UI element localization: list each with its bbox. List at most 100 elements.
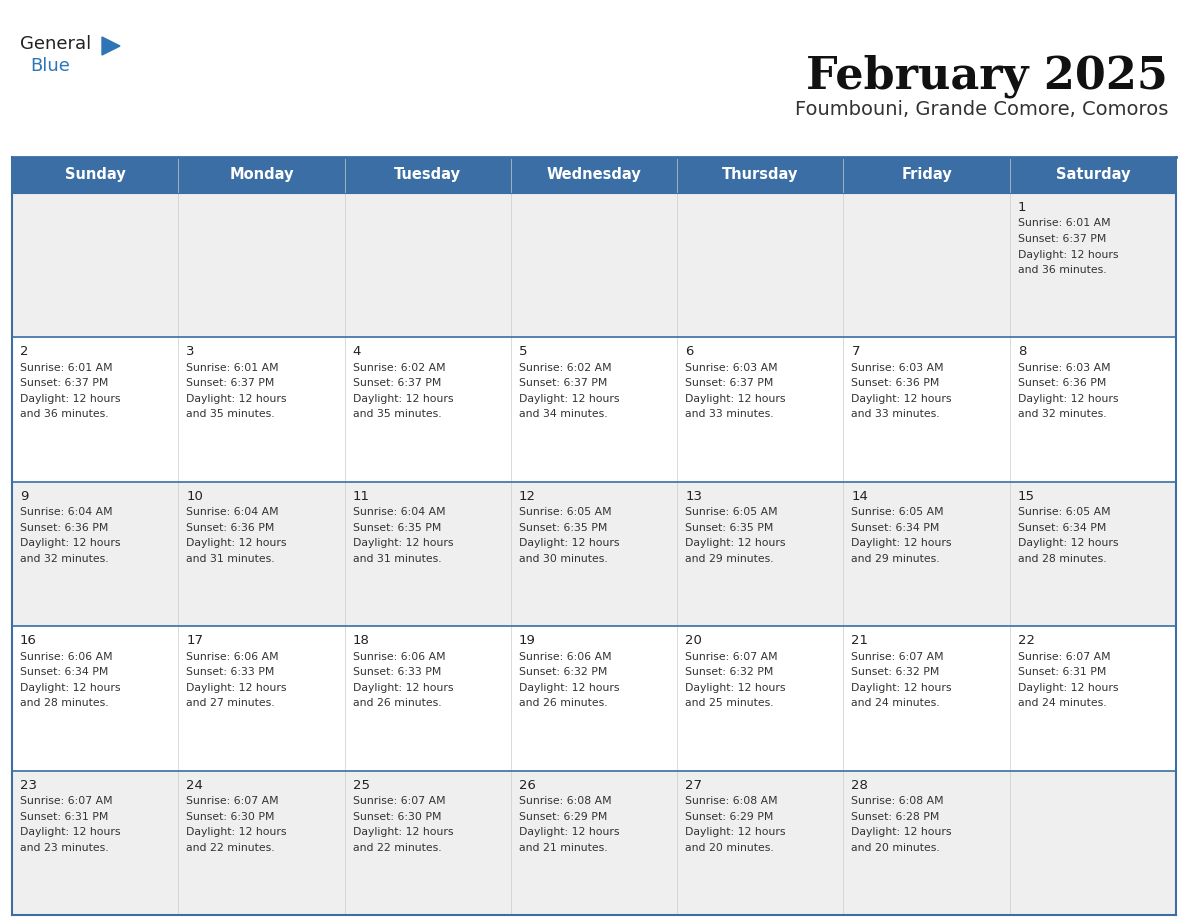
Text: 9: 9 bbox=[20, 490, 29, 503]
Bar bbox=[12, 482, 1176, 626]
Text: 10: 10 bbox=[187, 490, 203, 503]
Text: and 28 minutes.: and 28 minutes. bbox=[20, 699, 108, 708]
Text: Sunset: 6:30 PM: Sunset: 6:30 PM bbox=[353, 812, 441, 822]
Text: and 21 minutes.: and 21 minutes. bbox=[519, 843, 607, 853]
Text: Daylight: 12 hours: Daylight: 12 hours bbox=[685, 683, 785, 693]
Text: Tuesday: Tuesday bbox=[394, 167, 461, 183]
Text: 25: 25 bbox=[353, 778, 369, 791]
Text: Sunset: 6:34 PM: Sunset: 6:34 PM bbox=[852, 522, 940, 532]
Text: Sunrise: 6:03 AM: Sunrise: 6:03 AM bbox=[852, 363, 944, 373]
Text: and 30 minutes.: and 30 minutes. bbox=[519, 554, 607, 564]
Text: Blue: Blue bbox=[30, 57, 70, 75]
Text: and 29 minutes.: and 29 minutes. bbox=[852, 554, 940, 564]
Text: and 26 minutes.: and 26 minutes. bbox=[519, 699, 607, 708]
Text: Sunrise: 6:01 AM: Sunrise: 6:01 AM bbox=[20, 363, 113, 373]
Text: Monday: Monday bbox=[229, 167, 293, 183]
Text: Daylight: 12 hours: Daylight: 12 hours bbox=[852, 394, 952, 404]
Text: Sunday: Sunday bbox=[65, 167, 126, 183]
Text: Daylight: 12 hours: Daylight: 12 hours bbox=[1018, 250, 1118, 260]
Text: Sunset: 6:28 PM: Sunset: 6:28 PM bbox=[852, 812, 940, 822]
Text: Sunrise: 6:04 AM: Sunrise: 6:04 AM bbox=[187, 508, 279, 518]
Text: Daylight: 12 hours: Daylight: 12 hours bbox=[353, 538, 453, 548]
Text: Daylight: 12 hours: Daylight: 12 hours bbox=[353, 683, 453, 693]
Text: Sunrise: 6:06 AM: Sunrise: 6:06 AM bbox=[20, 652, 113, 662]
Text: and 20 minutes.: and 20 minutes. bbox=[685, 843, 773, 853]
Text: Daylight: 12 hours: Daylight: 12 hours bbox=[20, 683, 120, 693]
Text: Daylight: 12 hours: Daylight: 12 hours bbox=[20, 394, 120, 404]
Text: Daylight: 12 hours: Daylight: 12 hours bbox=[187, 538, 286, 548]
Text: Sunrise: 6:07 AM: Sunrise: 6:07 AM bbox=[852, 652, 944, 662]
Text: 27: 27 bbox=[685, 778, 702, 791]
Text: 16: 16 bbox=[20, 634, 37, 647]
Text: and 29 minutes.: and 29 minutes. bbox=[685, 554, 773, 564]
Text: 8: 8 bbox=[1018, 345, 1026, 358]
Text: Sunrise: 6:05 AM: Sunrise: 6:05 AM bbox=[852, 508, 944, 518]
Text: Sunset: 6:34 PM: Sunset: 6:34 PM bbox=[1018, 522, 1106, 532]
Text: and 24 minutes.: and 24 minutes. bbox=[852, 699, 940, 708]
Text: Sunset: 6:37 PM: Sunset: 6:37 PM bbox=[20, 378, 108, 388]
Text: Daylight: 12 hours: Daylight: 12 hours bbox=[519, 538, 619, 548]
Text: and 36 minutes.: and 36 minutes. bbox=[1018, 265, 1106, 275]
Text: and 31 minutes.: and 31 minutes. bbox=[353, 554, 441, 564]
Bar bbox=[12, 193, 1176, 338]
Text: Sunrise: 6:02 AM: Sunrise: 6:02 AM bbox=[519, 363, 612, 373]
Text: Sunrise: 6:02 AM: Sunrise: 6:02 AM bbox=[353, 363, 446, 373]
Text: and 32 minutes.: and 32 minutes. bbox=[20, 554, 108, 564]
Text: and 33 minutes.: and 33 minutes. bbox=[852, 409, 940, 420]
Text: Sunrise: 6:08 AM: Sunrise: 6:08 AM bbox=[685, 796, 778, 806]
Text: Sunrise: 6:01 AM: Sunrise: 6:01 AM bbox=[1018, 218, 1111, 229]
Text: Foumbouni, Grande Comore, Comoros: Foumbouni, Grande Comore, Comoros bbox=[795, 100, 1168, 119]
Text: Sunrise: 6:08 AM: Sunrise: 6:08 AM bbox=[852, 796, 944, 806]
Text: 4: 4 bbox=[353, 345, 361, 358]
Text: Sunrise: 6:03 AM: Sunrise: 6:03 AM bbox=[685, 363, 778, 373]
Text: Sunset: 6:36 PM: Sunset: 6:36 PM bbox=[187, 522, 274, 532]
Text: and 31 minutes.: and 31 minutes. bbox=[187, 554, 274, 564]
Text: 1: 1 bbox=[1018, 201, 1026, 214]
Text: Sunrise: 6:05 AM: Sunrise: 6:05 AM bbox=[519, 508, 612, 518]
Text: 17: 17 bbox=[187, 634, 203, 647]
Text: Sunset: 6:37 PM: Sunset: 6:37 PM bbox=[1018, 234, 1106, 244]
Text: Sunset: 6:32 PM: Sunset: 6:32 PM bbox=[519, 667, 607, 677]
Text: and 32 minutes.: and 32 minutes. bbox=[1018, 409, 1106, 420]
Text: Sunset: 6:29 PM: Sunset: 6:29 PM bbox=[519, 812, 607, 822]
Text: Daylight: 12 hours: Daylight: 12 hours bbox=[685, 538, 785, 548]
Text: 20: 20 bbox=[685, 634, 702, 647]
Text: Sunset: 6:34 PM: Sunset: 6:34 PM bbox=[20, 667, 108, 677]
Bar bbox=[12, 157, 1176, 193]
Text: Sunrise: 6:08 AM: Sunrise: 6:08 AM bbox=[519, 796, 612, 806]
Bar bbox=[12, 770, 1176, 915]
Text: Daylight: 12 hours: Daylight: 12 hours bbox=[519, 683, 619, 693]
Text: Sunset: 6:33 PM: Sunset: 6:33 PM bbox=[187, 667, 274, 677]
Text: 18: 18 bbox=[353, 634, 369, 647]
Text: Daylight: 12 hours: Daylight: 12 hours bbox=[187, 827, 286, 837]
Text: Sunrise: 6:07 AM: Sunrise: 6:07 AM bbox=[1018, 652, 1111, 662]
Text: and 34 minutes.: and 34 minutes. bbox=[519, 409, 607, 420]
Text: Daylight: 12 hours: Daylight: 12 hours bbox=[187, 683, 286, 693]
Text: 5: 5 bbox=[519, 345, 527, 358]
Text: Daylight: 12 hours: Daylight: 12 hours bbox=[519, 394, 619, 404]
Text: Sunset: 6:30 PM: Sunset: 6:30 PM bbox=[187, 812, 274, 822]
Text: Sunset: 6:35 PM: Sunset: 6:35 PM bbox=[519, 522, 607, 532]
Text: Sunset: 6:32 PM: Sunset: 6:32 PM bbox=[852, 667, 940, 677]
Bar bbox=[12, 338, 1176, 482]
Text: 6: 6 bbox=[685, 345, 694, 358]
Bar bbox=[12, 626, 1176, 770]
Text: Daylight: 12 hours: Daylight: 12 hours bbox=[1018, 394, 1118, 404]
Text: Sunrise: 6:07 AM: Sunrise: 6:07 AM bbox=[20, 796, 113, 806]
Text: and 26 minutes.: and 26 minutes. bbox=[353, 699, 441, 708]
Text: Sunset: 6:31 PM: Sunset: 6:31 PM bbox=[20, 812, 108, 822]
Text: Sunrise: 6:06 AM: Sunrise: 6:06 AM bbox=[519, 652, 612, 662]
Text: and 25 minutes.: and 25 minutes. bbox=[685, 699, 773, 708]
Text: Sunset: 6:37 PM: Sunset: 6:37 PM bbox=[187, 378, 274, 388]
Text: Sunset: 6:33 PM: Sunset: 6:33 PM bbox=[353, 667, 441, 677]
Text: Daylight: 12 hours: Daylight: 12 hours bbox=[187, 394, 286, 404]
Text: 24: 24 bbox=[187, 778, 203, 791]
Text: Daylight: 12 hours: Daylight: 12 hours bbox=[20, 827, 120, 837]
Text: Sunrise: 6:04 AM: Sunrise: 6:04 AM bbox=[353, 508, 446, 518]
Text: Sunset: 6:37 PM: Sunset: 6:37 PM bbox=[353, 378, 441, 388]
Text: Sunset: 6:31 PM: Sunset: 6:31 PM bbox=[1018, 667, 1106, 677]
Text: 19: 19 bbox=[519, 634, 536, 647]
Text: Daylight: 12 hours: Daylight: 12 hours bbox=[519, 827, 619, 837]
Text: and 23 minutes.: and 23 minutes. bbox=[20, 843, 108, 853]
Text: Daylight: 12 hours: Daylight: 12 hours bbox=[353, 827, 453, 837]
